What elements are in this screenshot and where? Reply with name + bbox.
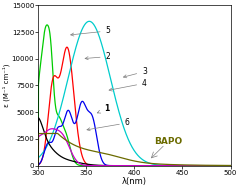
Text: 3: 3 xyxy=(123,67,147,78)
Text: 1: 1 xyxy=(97,105,109,114)
Text: 2: 2 xyxy=(85,52,110,61)
Text: BAPO: BAPO xyxy=(154,137,182,146)
Y-axis label: ε (M⁻¹ cm⁻¹): ε (M⁻¹ cm⁻¹) xyxy=(3,64,10,107)
Text: 5: 5 xyxy=(71,26,110,36)
Text: 6: 6 xyxy=(87,118,130,131)
Text: 4: 4 xyxy=(109,79,147,91)
X-axis label: λ(nm): λ(nm) xyxy=(122,177,147,186)
